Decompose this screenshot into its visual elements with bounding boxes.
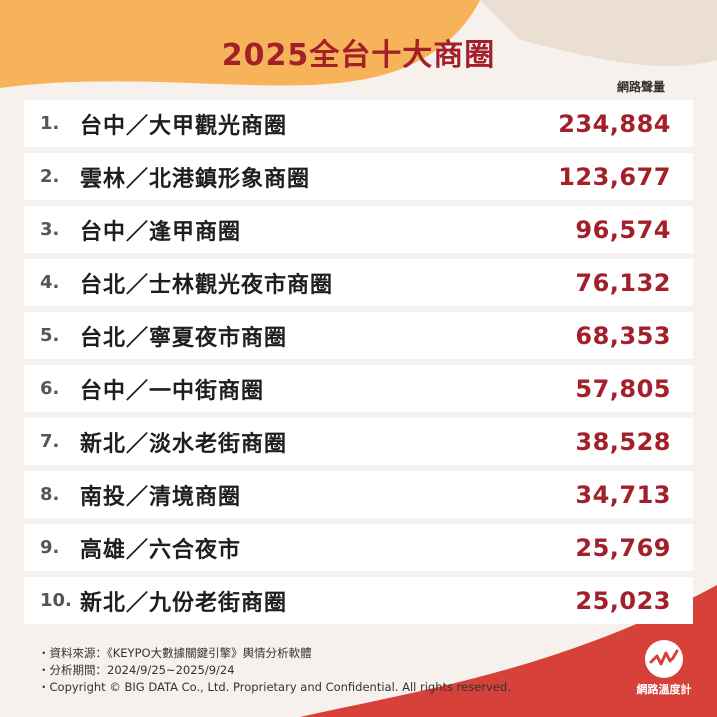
wave-chart-icon [645, 640, 683, 678]
table-row: 8. 南投／清境商圈 34,713 [24, 471, 693, 518]
district-name: 高雄／六合夜市 [80, 537, 242, 563]
table-row: 2. 雲林／北港鎮形象商圈 123,677 [24, 153, 693, 200]
rank-label: 1. [40, 113, 60, 134]
district-name: 台中／逢甲商圈 [80, 219, 242, 245]
rank-label: 10. [40, 590, 72, 611]
volume-value: 25,769 [575, 533, 671, 562]
volume-value: 57,805 [575, 374, 671, 403]
volume-value: 96,574 [575, 215, 671, 244]
logo-text: 網路溫度計 [636, 683, 692, 696]
volume-value: 76,132 [575, 268, 671, 297]
period-note: 分析期間：2024/9/25~2025/9/24 [50, 662, 511, 679]
volume-value: 123,677 [558, 162, 671, 191]
brand-logo: 網路溫度計 [636, 640, 692, 704]
rank-label: 9. [40, 537, 60, 558]
district-name: 南投／清境商圈 [80, 484, 242, 510]
rank-label: 7. [40, 431, 60, 452]
column-label: 網路聲量 [616, 80, 665, 94]
source-note: 資料來源：《KEYPO大數據關鍵引擎》輿情分析軟體 [50, 645, 511, 662]
volume-value: 234,884 [558, 109, 671, 138]
ranking-list: 1. 台中／大甲觀光商圈 234,884 2. 雲林／北港鎮形象商圈 123,6… [24, 100, 693, 630]
rank-label: 3. [40, 219, 60, 240]
rank-label: 5. [40, 325, 60, 346]
district-name: 台北／寧夏夜市商圈 [80, 325, 288, 351]
copyright-note: Copyright © BIG DATA Co., Ltd. Proprieta… [50, 679, 511, 696]
footnotes: 資料來源：《KEYPO大數據關鍵引擎》輿情分析軟體 分析期間：2024/9/25… [50, 645, 511, 696]
orange-blob [0, 0, 480, 88]
volume-value: 25,023 [575, 586, 671, 615]
page-title: 2025全台十大商圈 [221, 38, 496, 73]
district-name: 新北／九份老街商圈 [80, 590, 288, 616]
district-name: 台北／士林觀光夜市商圈 [80, 272, 334, 298]
table-row: 5. 台北／寧夏夜市商圈 68,353 [24, 312, 693, 359]
rank-label: 8. [40, 484, 60, 505]
table-row: 3. 台中／逢甲商圈 96,574 [24, 206, 693, 253]
table-row: 10. 新北／九份老街商圈 25,023 [24, 577, 693, 624]
district-name: 雲林／北港鎮形象商圈 [80, 166, 311, 192]
table-row: 6. 台中／一中街商圈 57,805 [24, 365, 693, 412]
table-row: 9. 高雄／六合夜市 25,769 [24, 524, 693, 571]
volume-value: 34,713 [575, 480, 671, 509]
table-row: 1. 台中／大甲觀光商圈 234,884 [24, 100, 693, 147]
district-name: 台中／一中街商圈 [80, 378, 265, 404]
rank-label: 4. [40, 272, 60, 293]
district-name: 新北／淡水老街商圈 [80, 431, 288, 457]
table-row: 7. 新北／淡水老街商圈 38,528 [24, 418, 693, 465]
beige-blob [480, 0, 717, 67]
table-row: 4. 台北／士林觀光夜市商圈 76,132 [24, 259, 693, 306]
red-blob [300, 585, 717, 717]
rank-label: 2. [40, 166, 60, 187]
district-name: 台中／大甲觀光商圈 [80, 113, 288, 139]
rank-label: 6. [40, 378, 60, 399]
volume-value: 68,353 [575, 321, 671, 350]
volume-value: 38,528 [575, 427, 671, 456]
